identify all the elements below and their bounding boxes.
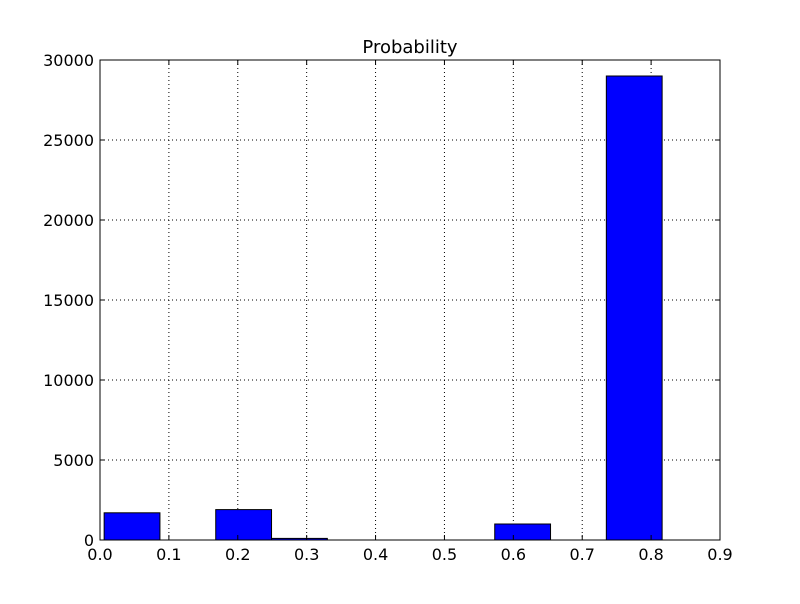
chart-title: Probability [362, 37, 457, 58]
x-tick-label: 0.0 [87, 545, 112, 564]
x-tick-label: 0.4 [363, 545, 388, 564]
histogram-bar [103, 512, 161, 541]
histogram-bar [605, 75, 663, 541]
histogram-bar [494, 523, 552, 541]
x-tick-label: 0.3 [294, 545, 319, 564]
x-tick-label: 0.5 [432, 545, 457, 564]
y-tick-labels: 0 5000 10000 15000 20000 25000 30000 [43, 51, 94, 550]
x-tick-labels: 0.0 0.1 0.2 0.3 0.4 0.5 0.6 0.7 0.8 0.9 [87, 545, 732, 564]
x-tick-label: 0.2 [225, 545, 250, 564]
y-tick-label: 5000 [53, 451, 94, 470]
x-tick-label: 0.1 [156, 545, 181, 564]
x-tick-label: 0.6 [501, 545, 526, 564]
y-tick-label: 25000 [43, 131, 94, 150]
y-tick-label: 10000 [43, 371, 94, 390]
y-tick-label: 20000 [43, 211, 94, 230]
x-tick-label: 0.9 [707, 545, 732, 564]
histogram-bar [215, 509, 273, 541]
y-tick-label: 15000 [43, 291, 94, 310]
x-tick-label: 0.7 [569, 545, 594, 564]
tick-marks [99, 59, 721, 541]
y-tick-label: 30000 [43, 51, 94, 70]
y-tick-label: 0 [84, 531, 94, 550]
x-tick-label: 0.8 [638, 545, 663, 564]
